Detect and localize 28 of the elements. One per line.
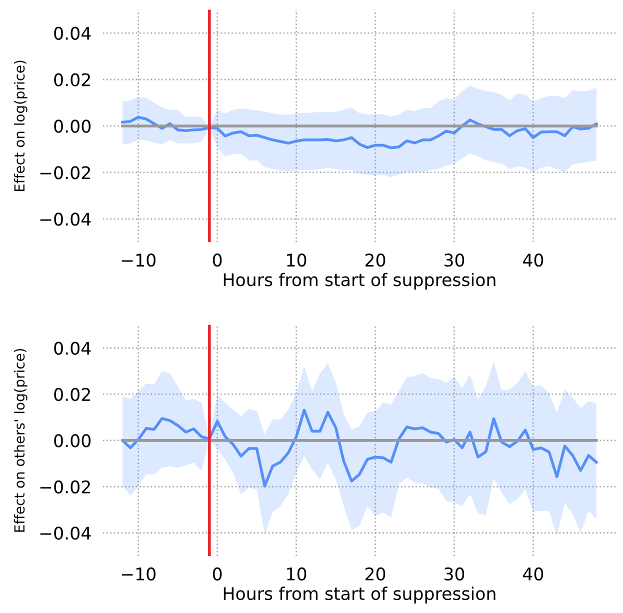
x-tick-label: 30 [444,567,464,581]
x-tick-label: 0 [212,254,222,267]
x-tick-label: 0 [212,567,222,581]
y-tick-label: −0.04 [40,526,91,540]
x-tick-label: 20 [365,254,386,267]
x-tick-label: 30 [444,254,464,267]
x-tick-label: 10 [287,567,306,581]
x-tick-label: 20 [365,567,386,581]
x-tick-label: −10 [122,254,156,267]
x-axis-title: Hours from start of suppression [224,586,496,604]
y-tick-label: 0.00 [54,120,91,133]
y-axis-title: Effect on others' log(price) [14,348,28,532]
y-tick-label: 0.02 [54,388,90,402]
x-tick-label: −10 [122,567,156,581]
x-tick-label: 40 [523,567,544,581]
x-tick-label: 10 [287,254,306,267]
y-tick-label: 0.04 [54,26,91,40]
y-tick-label: −0.04 [40,212,91,226]
y-tick-label: 0.00 [54,434,91,448]
line-series [121,116,598,150]
x-axis-title: Hours from start of suppression [224,272,496,290]
y-tick-label: 0.04 [54,342,91,355]
x-tick-label: 40 [523,254,544,267]
y-tick-label: 0.02 [54,73,90,86]
y-axis-title: Effect on log(price) [14,60,28,192]
line-series [121,408,598,488]
y-tick-label: −0.02 [40,166,90,180]
y-tick-label: −0.02 [40,480,90,494]
